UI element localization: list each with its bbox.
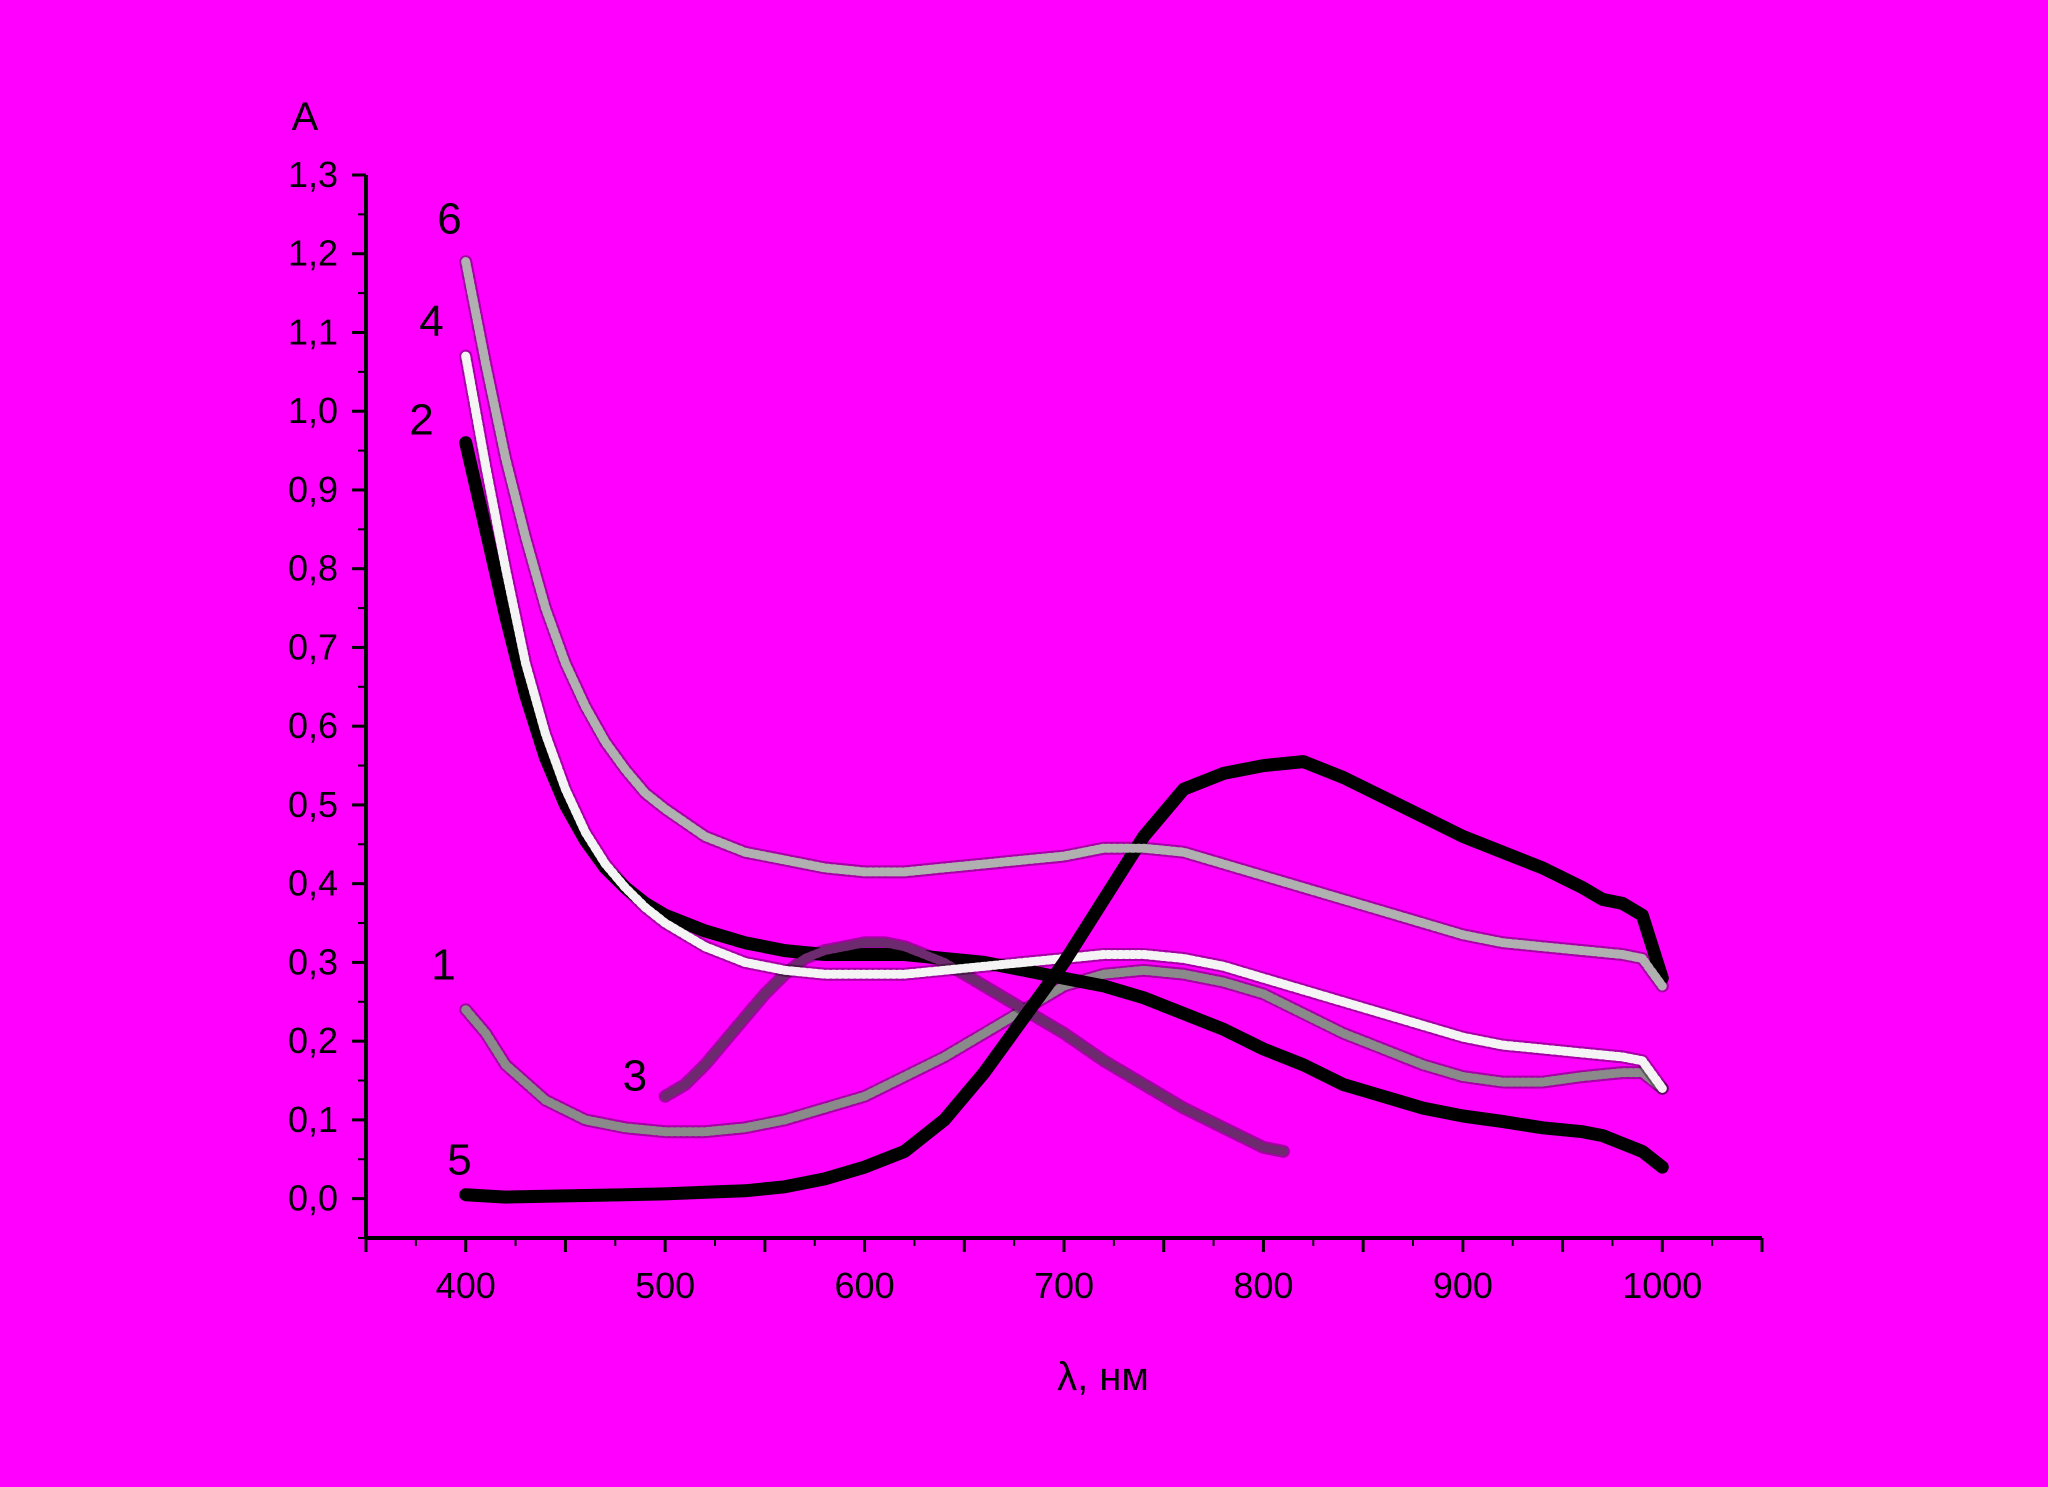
series-6-line — [461, 257, 1667, 991]
y-tick-label: 0,4 — [288, 863, 338, 904]
curve-label-1: 1 — [431, 941, 455, 990]
y-tick-label: 0,7 — [288, 626, 338, 667]
x-tick-label: 1000 — [1622, 1265, 1702, 1306]
x-tick-label: 600 — [835, 1265, 895, 1306]
y-tick-label: 0,2 — [288, 1020, 338, 1061]
y-tick-label: 0,8 — [288, 548, 338, 589]
y-tick-label: 0,3 — [288, 941, 338, 982]
series-group — [459, 255, 1669, 1204]
y-tick-label: 1,1 — [288, 311, 338, 352]
y-tick-label: 1,3 — [288, 154, 338, 195]
series-1-line — [461, 965, 1667, 1137]
x-tick-label: 900 — [1433, 1265, 1493, 1306]
x-axis-title: λ, нм — [1057, 1355, 1149, 1399]
axes: 0,0 0,1 0,2 0,3 0,4 0,5 0,6 0,7 0,8 0,9 1,0 1,1 1,2 1… — [288, 154, 1764, 1306]
x-tick-label: 400 — [436, 1265, 496, 1306]
series-5-line — [461, 757, 1667, 1202]
y-tick-label: 0,0 — [288, 1178, 338, 1219]
y-tick-label: 1,2 — [288, 233, 338, 274]
curve-label-2: 2 — [409, 396, 433, 445]
curve-label-5: 5 — [447, 1136, 471, 1185]
y-tick-label: 0,9 — [288, 469, 338, 510]
curve-label-3: 3 — [623, 1051, 647, 1100]
curve-labels: 1 2 3 4 5 6 — [409, 195, 647, 1185]
y-axis-title: A — [292, 95, 319, 139]
y-tick-label: 1,0 — [288, 390, 338, 431]
y-tick-label: 0,5 — [288, 784, 338, 825]
x-tick-label: 700 — [1034, 1265, 1094, 1306]
curve-label-6: 6 — [437, 195, 461, 244]
series-4-line — [461, 351, 1667, 1093]
y-tick-label: 0,6 — [288, 705, 338, 746]
series-3-line — [660, 938, 1288, 1156]
x-tick-label: 800 — [1233, 1265, 1293, 1306]
y-tick-label: 0,1 — [288, 1099, 338, 1140]
x-tick-label: 500 — [635, 1265, 695, 1306]
curve-label-4: 4 — [419, 297, 443, 346]
